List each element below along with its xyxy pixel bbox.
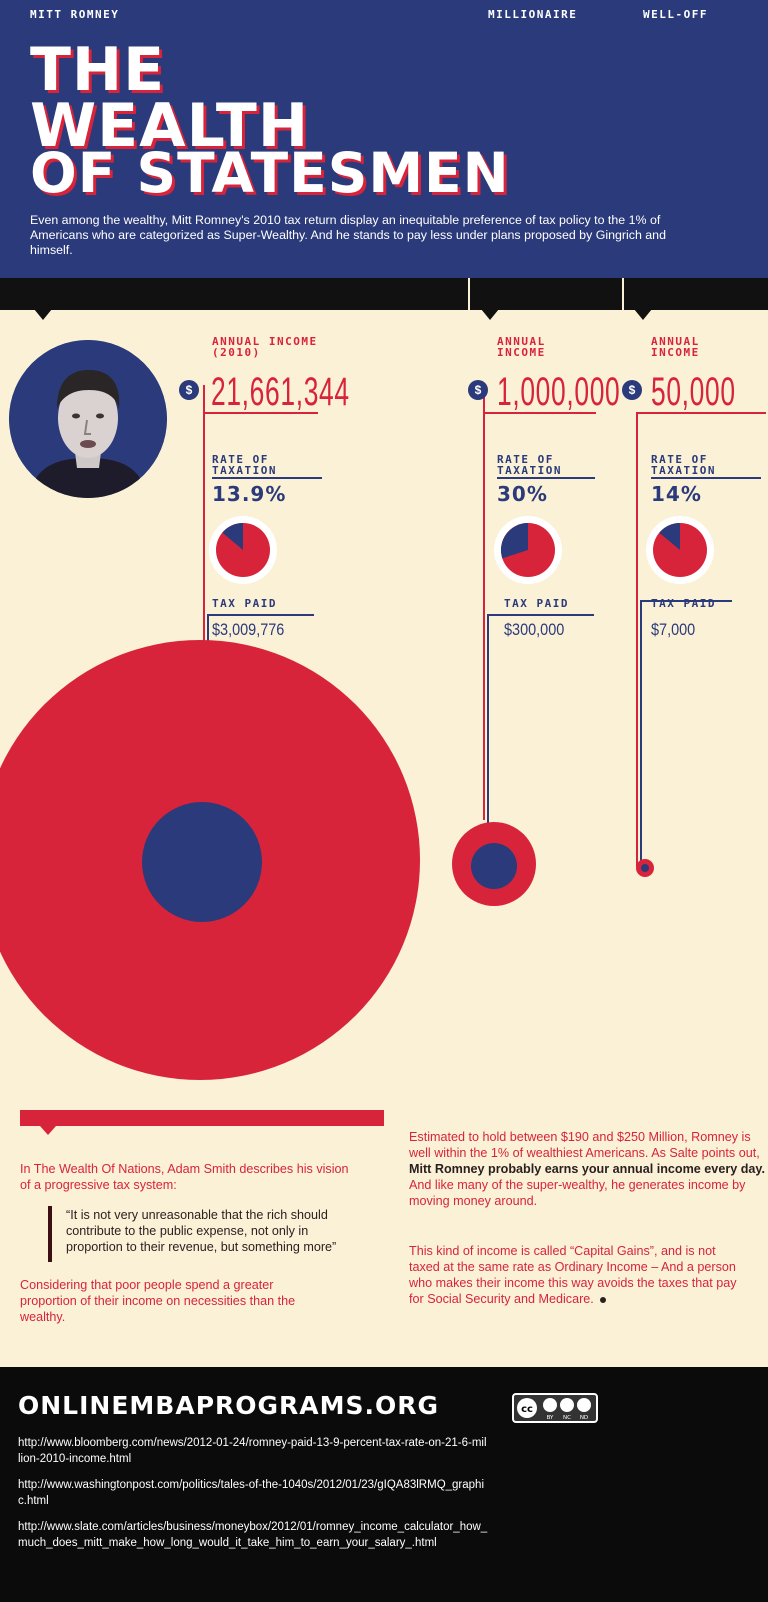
romney-portrait: [9, 340, 167, 498]
footer: [0, 1367, 768, 1602]
income-label: ANNUAL INCOME (2010): [212, 335, 318, 359]
connector-line: [636, 412, 766, 414]
connector-line: [487, 614, 594, 616]
capital-gains-text: This kind of income is called “Capital G…: [409, 1243, 739, 1307]
dollar-icon: $: [622, 380, 642, 400]
rate-label: RATE OF TAXATION: [497, 453, 562, 477]
cc-icon-label: cc: [521, 1404, 533, 1415]
income-value: 50,000: [651, 370, 736, 414]
romney-daily-income: Mitt Romney probably earns your annual i…: [409, 1162, 765, 1176]
connector-line: [640, 600, 732, 602]
connector-line: [640, 600, 642, 862]
tax-paid-value: $7,000: [651, 620, 696, 639]
romney-wealth-p1: Estimated to hold between $190 and $250 …: [409, 1130, 760, 1160]
capital-gains-paragraph: This kind of income is called “Capital G…: [409, 1244, 737, 1306]
rate-value: 13.9%: [212, 482, 287, 506]
header-banner: [0, 0, 768, 278]
tax-paid-value: $300,000: [504, 620, 565, 639]
smith-intro: In The Wealth Of Nations, Adam Smith des…: [20, 1162, 349, 1192]
romney-wealth-text: Estimated to hold between $190 and $250 …: [409, 1129, 768, 1209]
band-pointer: [481, 309, 499, 320]
by-icon: [543, 1398, 557, 1412]
connector-line: [636, 412, 638, 867]
connector-line: [207, 614, 314, 616]
band-divider: [622, 278, 624, 310]
rate-value: 30%: [497, 482, 548, 506]
millionaire-tax-bubble: [471, 843, 517, 889]
income-value: 21,661,344: [211, 370, 350, 414]
well-off-income-bubble: [636, 859, 654, 877]
rate-label: RATE OF TAXATION: [212, 453, 277, 477]
column-header-band: [0, 278, 768, 310]
dollar-icon: $: [179, 380, 199, 400]
connector-line: [203, 385, 205, 652]
connector-line: [207, 614, 209, 864]
dollar-icon: $: [468, 380, 488, 400]
pie-tax-slice: [659, 523, 680, 550]
by-label: BY: [547, 1415, 554, 1421]
end-bullet: [599, 1296, 606, 1303]
site-name[interactable]: ONLINEMBAPROGRAMS.ORG: [18, 1391, 440, 1420]
pie-tax-slice: [501, 523, 528, 559]
rate-label: RATE OF TAXATION: [651, 453, 716, 477]
title-line-3: OF STATESMEN: [30, 141, 510, 205]
smith-outro: Considering that poor people spend a gre…: [20, 1278, 296, 1324]
nc-icon: [560, 1398, 574, 1412]
column-heading-millionaire: MILLIONAIRE: [488, 8, 578, 21]
rate-rule: [212, 477, 322, 479]
title-line-2: WEALTH: [30, 91, 310, 161]
cc-icon: [517, 1398, 537, 1418]
rate-rule: [651, 477, 761, 479]
tax-rate-pie: [646, 516, 714, 584]
income-label: ANNUAL INCOME: [497, 335, 546, 359]
well-off-tax-bubble: [641, 864, 649, 872]
section-bar: [20, 1110, 384, 1126]
title-line-1: THE: [30, 35, 166, 105]
tax-paid-value: $3,009,776: [212, 620, 285, 639]
nd-label: ND: [580, 1415, 588, 1421]
income-label: ANNUAL INCOME: [651, 335, 700, 359]
column-heading-well-off: WELL-OFF: [643, 8, 708, 21]
smith-quote: “It is not very unreasonable that the ri…: [66, 1208, 337, 1254]
income-value: 1,000,000: [497, 370, 621, 414]
quote-mark: [48, 1206, 52, 1262]
connector-line: [483, 412, 596, 414]
rate-rule: [497, 477, 595, 479]
romney-wealth-p1-end: And like many of the super-wealthy, he g…: [409, 1178, 746, 1208]
tax-paid-label: TAX PAID: [651, 597, 716, 610]
connector-line: [487, 614, 489, 849]
source-link[interactable]: http://www.slate.com/articles/business/m…: [18, 1521, 488, 1549]
band-divider: [468, 278, 470, 310]
tax-paid-label: TAX PAID: [504, 597, 569, 610]
source-link[interactable]: http://www.washingtonpost.com/politics/t…: [18, 1479, 485, 1507]
nc-label: NC: [563, 1415, 571, 1421]
connector-line: [483, 385, 485, 820]
tax-paid-label: TAX PAID: [212, 597, 277, 610]
section-pointer: [40, 1126, 56, 1135]
band-pointer: [634, 309, 652, 320]
creative-commons-badge[interactable]: cc BY NC ND: [512, 1393, 598, 1423]
rate-value: 14%: [651, 482, 702, 506]
pie-tax-slice: [222, 523, 243, 550]
band-pointer: [34, 309, 52, 320]
romney-tax-bubble: [142, 802, 262, 922]
intro-text: Even among the wealthy, Mitt Romney's 20…: [30, 213, 666, 257]
tax-rate-pie: [209, 516, 277, 584]
connector-line: [203, 412, 318, 414]
tax-rate-pie: [494, 516, 562, 584]
source-link[interactable]: http://www.bloomberg.com/news/2012-01-24…: [18, 1437, 487, 1465]
romney-income-bubble: [0, 640, 420, 1080]
column-heading-romney: MITT ROMNEY: [30, 8, 120, 21]
nd-icon: [577, 1398, 591, 1412]
millionaire-income-bubble: [452, 822, 536, 906]
